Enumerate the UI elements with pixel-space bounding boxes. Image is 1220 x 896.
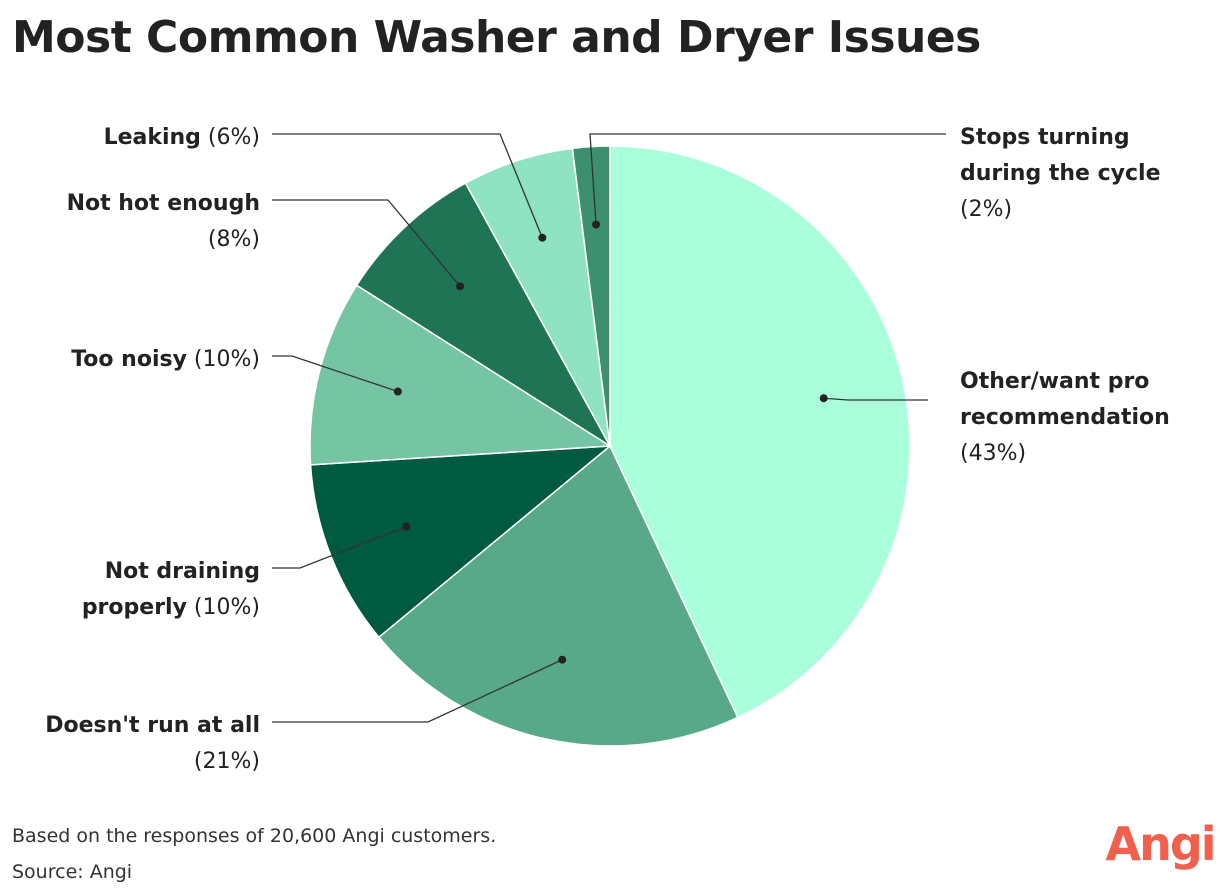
leader-dot-1 bbox=[819, 394, 828, 403]
pie-slice-4 bbox=[309, 284, 613, 466]
slice-label-7: Stops turning during the cycle (2%) bbox=[960, 125, 1161, 222]
leader-dot-5 bbox=[456, 282, 465, 291]
leader-dot-3 bbox=[402, 522, 411, 531]
pie-slice-5 bbox=[355, 182, 611, 447]
pie-slices bbox=[309, 145, 911, 747]
slice-label-4: Too noisy (10%) bbox=[71, 347, 260, 372]
footnote: Based on the responses of 20,600 Angi cu… bbox=[12, 825, 497, 847]
leader-line-5 bbox=[272, 199, 461, 287]
leader-dot-6 bbox=[538, 233, 547, 242]
pie-slice-2 bbox=[377, 444, 739, 747]
leader-line-3 bbox=[272, 526, 407, 569]
slice-label-2: Doesn't run at all (21%) bbox=[45, 713, 260, 774]
angi-logo-text: Angi bbox=[1105, 817, 1214, 871]
source-note: Source: Angi bbox=[12, 861, 133, 883]
leader-line-4 bbox=[272, 355, 399, 393]
chart-title: Most Common Washer and Dryer Issues bbox=[12, 12, 981, 63]
chart-footer: Based on the responses of 20,600 Angi cu… bbox=[12, 818, 496, 890]
leader-line-6 bbox=[272, 133, 543, 238]
leader-dot-4 bbox=[393, 387, 402, 396]
slice-label-3: Not draining properly (10%) bbox=[82, 559, 260, 620]
angi-logo: Angi bbox=[1105, 817, 1216, 871]
leader-line-1 bbox=[823, 397, 928, 401]
slice-labels: Other/want pro recommendation (43%) Doesn't… bbox=[45, 125, 1170, 774]
leader-line-7 bbox=[589, 133, 946, 225]
leader-lines bbox=[272, 133, 946, 723]
leader-dot-2 bbox=[558, 655, 567, 664]
leader-line-2 bbox=[272, 659, 563, 723]
slice-label-1: Other/want pro recommendation (43%) bbox=[960, 369, 1170, 466]
pie-chart: Other/want pro recommendation (43%) Doesn't… bbox=[45, 125, 1170, 774]
slice-label-5: Not hot enough (8%) bbox=[67, 191, 260, 252]
leader-dot-7 bbox=[592, 220, 601, 229]
pie-slice-1 bbox=[609, 145, 911, 719]
slice-label-6: Leaking (6%) bbox=[104, 125, 260, 150]
